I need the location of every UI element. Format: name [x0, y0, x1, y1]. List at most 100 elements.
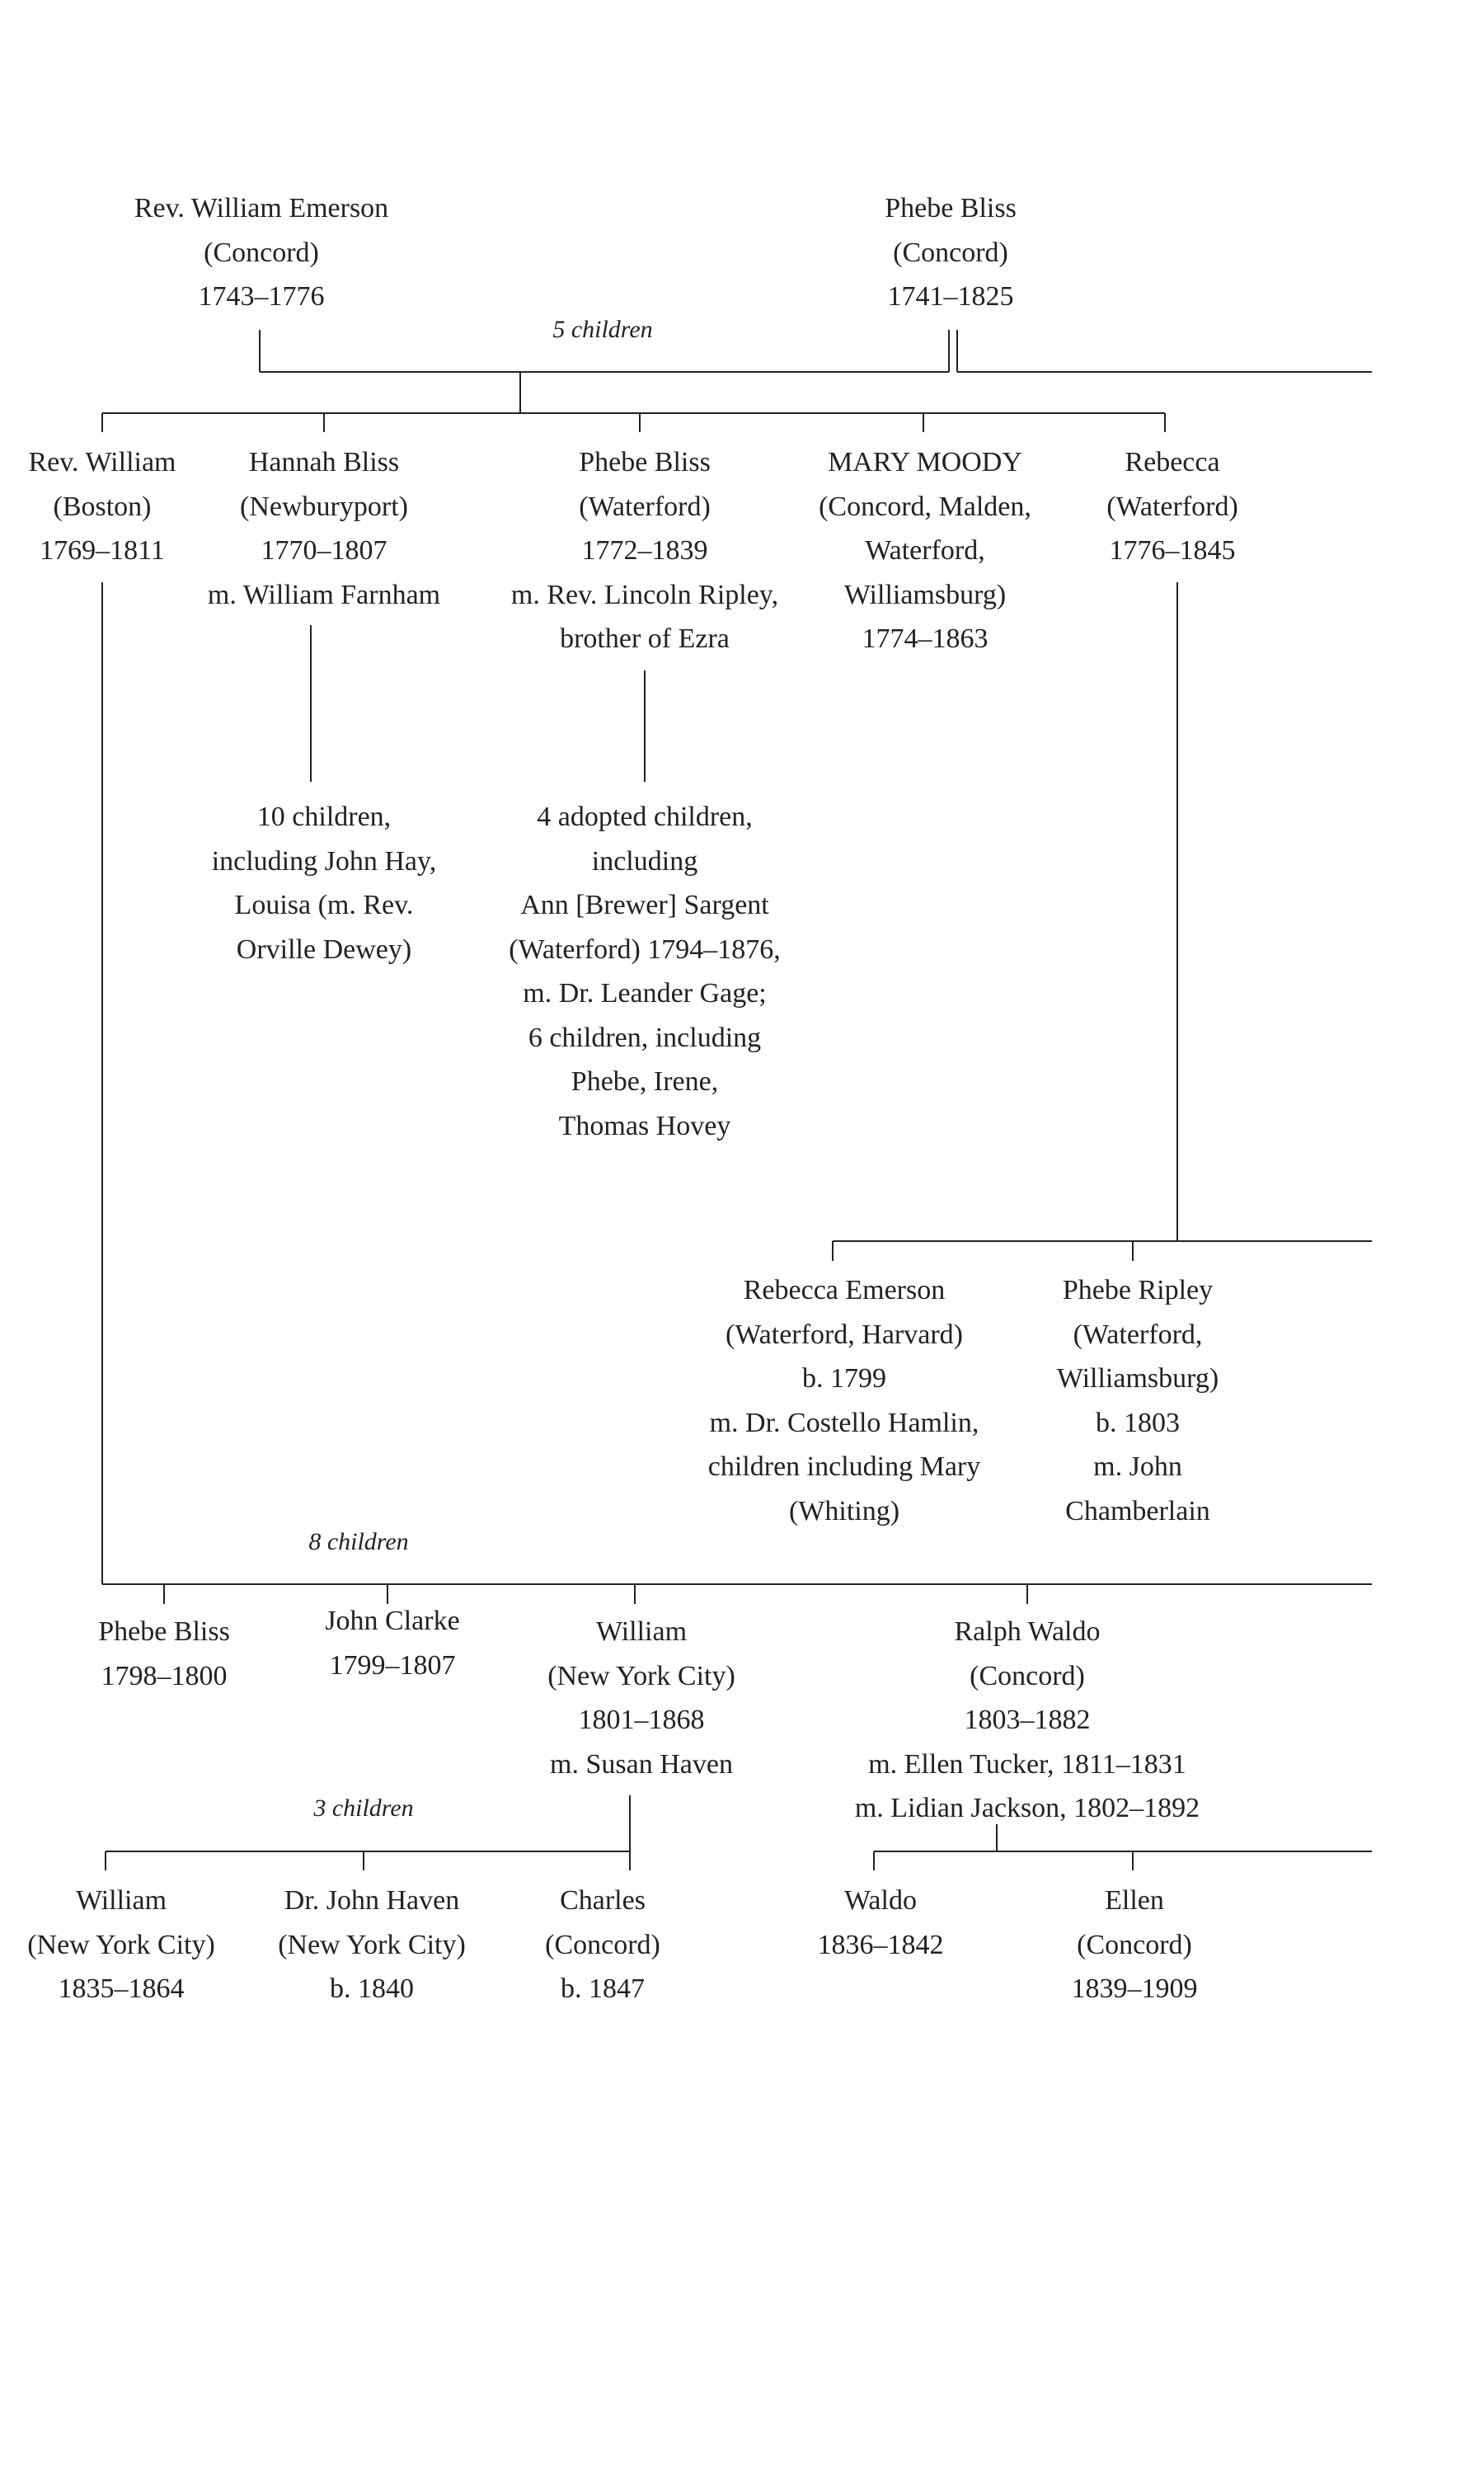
person-line: 1803–1882 — [964, 1705, 1091, 1735]
person-line: (Waterford) — [1106, 491, 1238, 522]
person-line: (Waterford, — [1073, 1319, 1203, 1350]
person-rev-william: Rev. William (Boston) 1769–1811 — [29, 440, 176, 573]
person-hannah-children: 10 children, including John Hay, Louisa (m… — [212, 795, 437, 971]
children-count-label: 3 children — [313, 1794, 414, 1822]
person-line: m. Dr. Leander Gage; — [523, 978, 767, 1009]
person-william-jr: William (New York City) 1835–1864 — [27, 1879, 215, 2011]
person-line: Charles — [560, 1885, 646, 1916]
person-line: including — [591, 845, 698, 877]
person-william-emerson: Rev. William Emerson (Concord) 1743–1776 — [134, 186, 388, 319]
person-line: 1774–1863 — [862, 623, 989, 654]
person-line: b. 1840 — [330, 1973, 414, 2004]
children-count-label: 8 children — [308, 1528, 409, 1555]
person-line: (New York City) — [278, 1929, 466, 1960]
person-john-haven: Dr. John Haven (New York City) b. 1840 — [278, 1879, 466, 2011]
person-line: Phebe Bliss — [98, 1616, 230, 1647]
person-waldo: Waldo 1836–1842 — [818, 1879, 944, 1967]
person-line: 1772–1839 — [581, 535, 708, 566]
person-line: John Clarke — [325, 1606, 460, 1636]
person-phebe-bliss-sr: Phebe Bliss (Concord) 1741–1825 — [885, 186, 1017, 319]
person-line: William — [75, 1885, 167, 1916]
person-ellen: Ellen (Concord) 1839–1909 — [1072, 1879, 1198, 2011]
person-line: (Concord) — [970, 1660, 1085, 1691]
person-line: Phebe Bliss — [885, 193, 1017, 223]
person-line: Ralph Waldo — [954, 1616, 1101, 1647]
person-line: (Concord) — [545, 1929, 660, 1960]
person-line: m. Ellen Tucker, 1811–1831 — [868, 1748, 1186, 1780]
person-phebe-bliss: Phebe Bliss (Waterford) 1772–1839 m. Rev. L… — [511, 440, 778, 661]
person-ralph-waldo: Ralph Waldo (Concord) 1803–1882 m. Ellen Tu… — [855, 1610, 1200, 1831]
person-line: 1798–1800 — [101, 1660, 228, 1691]
person-line: m. Susan Haven — [550, 1748, 733, 1780]
person-line: (Whiting) — [788, 1495, 900, 1526]
person-phebe-children: 4 adopted children, including Ann [Brewer]… — [509, 795, 781, 1148]
person-line: Phebe Bliss — [579, 447, 711, 477]
person-phebe-ripley: Phebe Ripley (Waterford, Williamsburg) b. 1… — [1057, 1268, 1219, 1533]
person-line: (Waterford, Harvard) — [725, 1319, 963, 1350]
person-hannah-bliss: Hannah Bliss (Newburyport) 1770–1807 m. Wil… — [208, 440, 440, 617]
person-line: Rebecca — [1125, 447, 1220, 477]
person-line: Ann [Brewer] Sargent — [520, 890, 769, 920]
person-line: 1801–1868 — [578, 1705, 705, 1735]
person-line: MARY MOODY — [828, 447, 1022, 477]
person-line: b. 1799 — [801, 1363, 886, 1394]
person-line: m. Rev. Lincoln Ripley, — [510, 579, 779, 610]
person-line: b. 1847 — [561, 1973, 645, 2004]
person-rebecca: Rebecca (Waterford) 1776–1845 — [1106, 440, 1238, 573]
person-phebe-bliss-jr: Phebe Bliss 1798–1800 — [98, 1610, 230, 1698]
person-line: Dr. John Haven — [284, 1885, 460, 1916]
person-line: Waterford, — [865, 535, 985, 566]
person-line: Chamberlain — [1065, 1495, 1210, 1526]
person-line: 1741–1825 — [887, 281, 1014, 312]
person-line: 1776–1845 — [1109, 535, 1236, 566]
person-rebecca-emerson: Rebecca Emerson (Waterford, Harvard) b. 17… — [708, 1268, 980, 1533]
person-line: Williamsburg) — [843, 579, 1007, 610]
person-line: Phebe Ripley — [1062, 1275, 1214, 1305]
person-line: Thomas Hovey — [558, 1110, 731, 1141]
person-line: Williamsburg) — [1056, 1363, 1219, 1394]
person-line: 1836–1842 — [817, 1929, 944, 1960]
person-line: (Concord, Malden, — [819, 491, 1031, 522]
person-line: William — [595, 1616, 688, 1647]
person-line: (New York City) — [27, 1929, 215, 1960]
person-line: (New York City) — [547, 1660, 735, 1691]
person-line: (Newburyport) — [240, 491, 408, 522]
person-line: children including Mary — [707, 1451, 981, 1482]
person-line: 1769–1811 — [40, 535, 165, 566]
person-line: brother of Ezra — [560, 623, 730, 654]
person-charles: Charles (Concord) b. 1847 — [545, 1879, 660, 2011]
person-line: Ellen — [1105, 1885, 1164, 1916]
person-line: b. 1803 — [1095, 1407, 1180, 1438]
person-line: Hannah Bliss — [248, 447, 400, 477]
person-line: Phebe, Irene, — [571, 1066, 719, 1097]
person-william-nyc: William (New York City) 1801–1868 m. Susan … — [547, 1610, 735, 1786]
person-line: 1799–1807 — [329, 1649, 456, 1681]
person-line: Louisa (m. Rev. — [234, 890, 414, 920]
person-line: Rev. William — [28, 447, 176, 477]
person-line: 1835–1864 — [58, 1973, 185, 2004]
person-line: (Waterford) 1794–1876, — [509, 934, 781, 965]
person-line: m. Lidian Jackson, 1802–1892 — [854, 1793, 1200, 1823]
person-john-clarke: John Clarke 1799–1807 — [325, 1599, 459, 1687]
person-line: (Concord) — [893, 237, 1008, 268]
person-line: (Concord) — [204, 237, 319, 268]
person-line: 1770–1807 — [261, 535, 387, 566]
person-line: Waldo — [844, 1885, 917, 1916]
person-line: 1839–1909 — [1071, 1973, 1198, 2004]
person-line: (Waterford) — [579, 491, 711, 522]
person-line: including John Hay, — [211, 845, 437, 877]
person-line: 6 children, including — [528, 1022, 762, 1053]
person-line: Orville Dewey) — [236, 934, 412, 965]
person-line: (Concord) — [1077, 1929, 1192, 1960]
person-mary-moody: MARY MOODY (Concord, Malden, Waterford, Wil… — [819, 440, 1031, 661]
children-count-label: 5 children — [552, 316, 653, 343]
person-line: 1743–1776 — [198, 281, 325, 312]
person-line: (Boston) — [53, 491, 152, 522]
person-line: 4 adopted children, — [537, 802, 753, 832]
person-line: m. William Farnham — [207, 579, 441, 610]
person-line: 10 children, — [256, 802, 392, 832]
person-line: Rebecca Emerson — [743, 1275, 946, 1305]
person-line: m. Dr. Costello Hamlin, — [709, 1407, 979, 1438]
person-line: Rev. William Emerson — [134, 193, 389, 223]
